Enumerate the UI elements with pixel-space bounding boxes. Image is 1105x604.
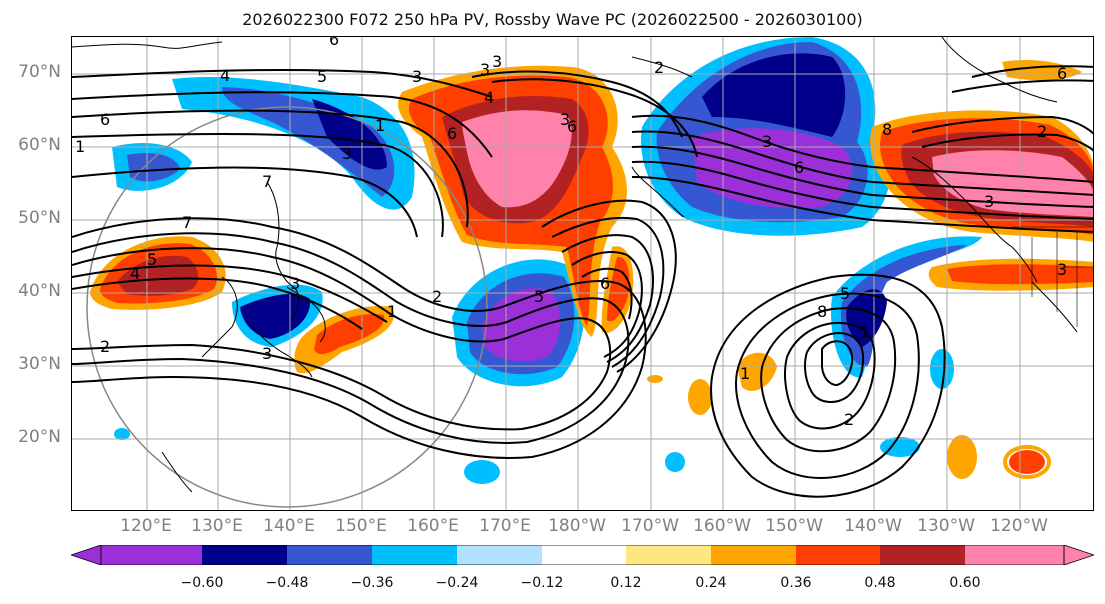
- contour-label: 8: [817, 302, 827, 321]
- lat-label-50: 50°N: [18, 208, 61, 228]
- colorbar-bin-10: [965, 545, 1064, 565]
- lat-label-70: 70°N: [18, 62, 61, 82]
- colorbar-tick-label: 0.24: [695, 575, 727, 591]
- contour-label: 3: [984, 192, 994, 211]
- map-title: 2026022300 F072 250 hPa PV, Rossby Wave …: [242, 10, 863, 29]
- lat-label-30: 30°N: [18, 354, 61, 374]
- contour-label: 3: [480, 60, 490, 79]
- lon-label-120e: 120°E: [120, 516, 172, 536]
- lat-label-40: 40°N: [18, 281, 61, 301]
- contour-label: 4: [220, 66, 230, 85]
- contour-label: 4: [484, 88, 494, 107]
- contour-label: 6: [567, 117, 577, 136]
- contour-label: 5: [840, 284, 850, 303]
- colorbar-bin-9: [880, 545, 965, 565]
- contour-label: 2: [654, 58, 664, 77]
- lon-label-150w: 150°W: [765, 516, 823, 536]
- contour-label: 1: [375, 116, 385, 135]
- colorbar-bin-6: [626, 545, 711, 565]
- colorbar-bin-8: [796, 545, 880, 565]
- colorbar-bin-1: [202, 545, 287, 565]
- contour-label: 5: [147, 250, 157, 269]
- lon-label-130e: 130°E: [191, 516, 243, 536]
- lon-label-170e: 170°E: [479, 516, 531, 536]
- contour-label: 3: [342, 144, 352, 163]
- map-canvas: 6 4 3 4 6 6 1 7 5 4 3 2 1 3 2 5 6 6 1 5 …: [72, 37, 1093, 510]
- colorbar-bin-3: [372, 545, 457, 565]
- country-borders: [1012, 226, 1093, 327]
- contour-label: 6: [329, 37, 339, 49]
- contour-label: 6: [447, 124, 457, 143]
- lon-label-160w: 160°W: [693, 516, 751, 536]
- contour-label: 5: [317, 67, 327, 86]
- lon-label-120w: 120°W: [990, 516, 1048, 536]
- colorbar-tick-label: −0.60: [180, 575, 224, 591]
- contour-label: 6: [600, 274, 610, 293]
- contour-label: 4: [130, 264, 140, 283]
- colorbar-tick-label: 0.12: [610, 575, 642, 591]
- contour-label: 6: [794, 158, 804, 177]
- reference-circle: [86, 106, 488, 508]
- contour-label: 7: [262, 172, 272, 191]
- colorbar: [71, 545, 1094, 565]
- contour-label: 1: [75, 137, 85, 156]
- colorbar-extend-low: [71, 545, 102, 565]
- lon-label-150e: 150°E: [335, 516, 387, 536]
- colorbar-bin-7: [711, 545, 796, 565]
- lon-label-140w: 140°W: [844, 516, 902, 536]
- colorbar-tick-label: 0.48: [864, 575, 896, 591]
- contour-label: 6: [1057, 64, 1067, 83]
- colorbar-bin-5: [542, 545, 626, 565]
- lat-lon-grid: [72, 37, 1093, 510]
- contour-label: 1: [740, 364, 750, 383]
- contour-label: 1: [387, 302, 397, 321]
- contour-label: 3: [262, 344, 272, 363]
- contour-label: 2: [1037, 122, 1047, 141]
- contour-label: 3: [762, 132, 772, 151]
- lon-label-170w: 170°W: [621, 516, 679, 536]
- contour-label: 3: [412, 67, 422, 86]
- colorbar-tick-label: 0.60: [949, 575, 981, 591]
- colorbar-tick-label: 0.36: [780, 575, 812, 591]
- lat-label-20: 20°N: [18, 427, 61, 447]
- contour-label: 5: [534, 287, 544, 306]
- colorbar-bin-0: [101, 545, 202, 565]
- colorbar-bin-4: [457, 545, 542, 565]
- contour-label: 3: [1057, 260, 1067, 279]
- colorbar-bin-2: [287, 545, 372, 565]
- contour-labels: 6 4 3 4 6 6 1 7 5 4 3 2 1 3 2 5 6 6 1 5 …: [75, 37, 1067, 429]
- contour-label: 7: [182, 213, 192, 232]
- colorbar-tick-label: −0.36: [350, 575, 394, 591]
- contour-label: 3: [290, 274, 300, 293]
- map-panel: 6 4 3 4 6 6 1 7 5 4 3 2 1 3 2 5 6 6 1 5 …: [71, 36, 1094, 511]
- coastlines: [72, 37, 1078, 493]
- lon-label-140e: 140°E: [263, 516, 315, 536]
- pv-anomaly-shading: [90, 37, 1093, 484]
- lon-label-160e: 160°E: [407, 516, 459, 536]
- colorbar-tick-label: −0.48: [265, 575, 309, 591]
- contour-label: 2: [100, 337, 110, 356]
- negative-anomaly-east-pacific: [831, 236, 982, 378]
- colorbar-tick-label: −0.24: [435, 575, 479, 591]
- lon-label-130w: 130°W: [917, 516, 975, 536]
- contour-label: 3: [492, 52, 502, 71]
- colorbar-tick-label: −0.12: [520, 575, 564, 591]
- lat-label-60: 60°N: [18, 135, 61, 155]
- contour-label: 2: [844, 410, 854, 429]
- colorbar-extend-high: [1063, 545, 1094, 565]
- lon-label-180w: 180°W: [548, 516, 606, 536]
- pv-contours: [72, 65, 1093, 498]
- contour-label: 6: [100, 110, 110, 129]
- contour-label: 2: [432, 287, 442, 306]
- contour-label: 8: [882, 120, 892, 139]
- contour-label: 1: [860, 322, 870, 341]
- contour-label: 3: [560, 110, 570, 129]
